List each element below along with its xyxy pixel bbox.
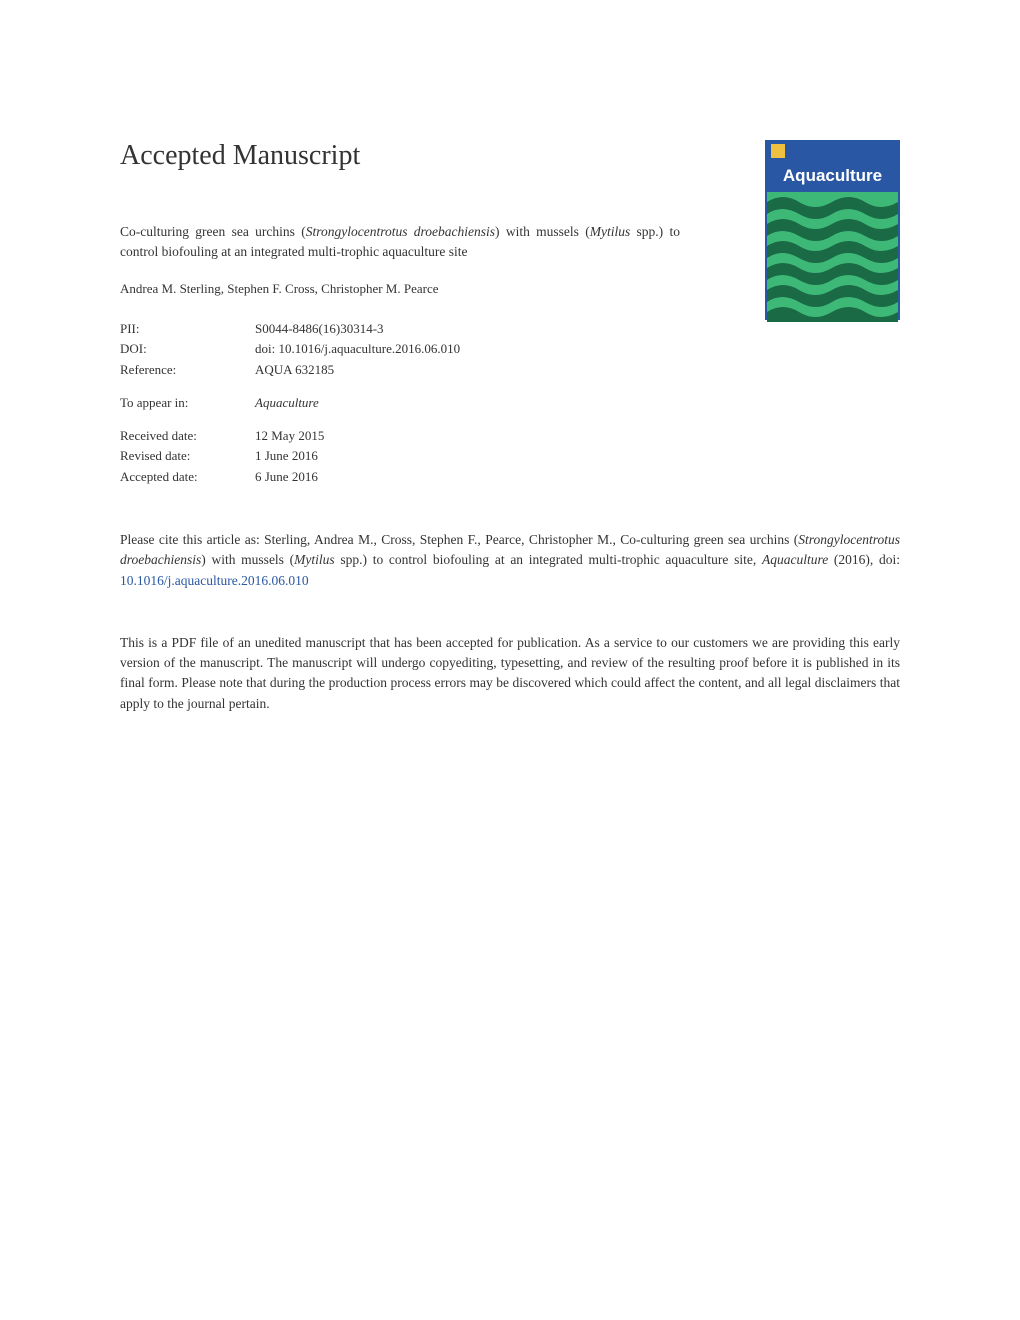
cover-journal-title: Aquaculture	[767, 160, 898, 192]
doi-link[interactable]: 10.1016/j.aquaculture.2016.06.010	[278, 341, 460, 356]
meta-value: doi: 10.1016/j.aquaculture.2016.06.010	[255, 339, 460, 360]
meta-row-received: Received date: 12 May 2015	[120, 426, 680, 447]
cover-wave-graphic	[767, 192, 898, 322]
meta-row-accepted: Accepted date: 6 June 2016	[120, 467, 680, 488]
meta-row-pii: PII: S0044-8486(16)30314-3	[120, 319, 680, 340]
metadata-table: PII: S0044-8486(16)30314-3 DOI: doi: 10.…	[120, 319, 680, 489]
authors-list: Andrea M. Sterling, Stephen F. Cross, Ch…	[120, 281, 680, 297]
disclaimer-text: This is a PDF file of an unedited manusc…	[120, 633, 900, 714]
page-container: Aquaculture Accepted Manuscript Co-cultu…	[0, 0, 1020, 774]
meta-value: 6 June 2016	[255, 467, 318, 488]
citation-text: spp.) to control biofouling at an integr…	[335, 552, 762, 567]
meta-row-doi: DOI: doi: 10.1016/j.aquaculture.2016.06.…	[120, 339, 680, 360]
citation-text: ) with mussels (	[201, 552, 294, 567]
content-area: Co-culturing green sea urchins (Strongyl…	[120, 222, 680, 488]
meta-label: PII:	[120, 319, 255, 340]
meta-value: Aquaculture	[255, 393, 319, 414]
title-text: ) with mussels (	[495, 224, 590, 239]
title-species2: Mytilus	[590, 224, 631, 239]
citation-block: Please cite this article as: Sterling, A…	[120, 530, 900, 591]
citation-journal: Aquaculture	[762, 552, 828, 567]
meta-row-revised: Revised date: 1 June 2016	[120, 446, 680, 467]
meta-row-appear: To appear in: Aquaculture	[120, 393, 680, 414]
meta-row-reference: Reference: AQUA 632185	[120, 360, 680, 381]
citation-species2: Mytilus	[294, 552, 335, 567]
title-text: Co-culturing green sea urchins (	[120, 224, 306, 239]
meta-label: Accepted date:	[120, 467, 255, 488]
citation-doi-link[interactable]: 10.1016/j.aquaculture.2016.06.010	[120, 573, 309, 588]
meta-label: Received date:	[120, 426, 255, 447]
wave-pattern-icon	[767, 192, 898, 322]
meta-label: To appear in:	[120, 393, 255, 414]
meta-value: AQUA 632185	[255, 360, 334, 381]
cover-top-bar	[767, 142, 898, 160]
spacer	[120, 381, 680, 393]
title-species1: Strongylocentrotus droebachiensis	[306, 224, 495, 239]
spacer	[120, 414, 680, 426]
journal-name: Aquaculture	[255, 395, 319, 410]
citation-text: Please cite this article as: Sterling, A…	[120, 532, 798, 547]
citation-year: (2016), doi:	[828, 552, 900, 567]
article-title: Co-culturing green sea urchins (Strongyl…	[120, 222, 680, 263]
doi-prefix: doi:	[255, 341, 278, 356]
meta-value: 1 June 2016	[255, 446, 318, 467]
meta-label: DOI:	[120, 339, 255, 360]
meta-label: Revised date:	[120, 446, 255, 467]
meta-label: Reference:	[120, 360, 255, 381]
meta-value: 12 May 2015	[255, 426, 324, 447]
journal-cover: Aquaculture	[765, 140, 900, 320]
meta-value: S0044-8486(16)30314-3	[255, 319, 384, 340]
elsevier-logo-icon	[771, 144, 785, 158]
